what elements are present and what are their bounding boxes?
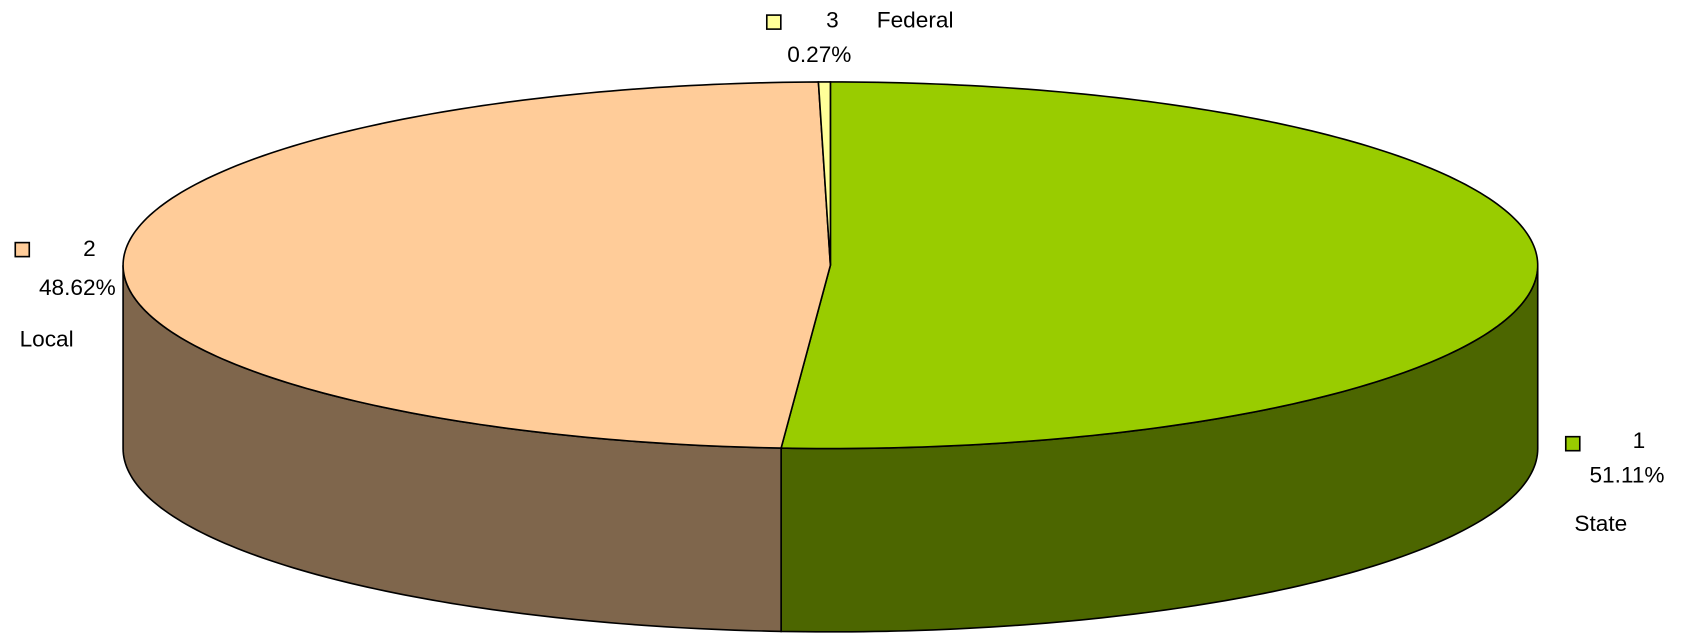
- legend-marker: [765, 14, 782, 30]
- category-label: Federal: [877, 8, 954, 33]
- slice-id: 2: [83, 236, 96, 261]
- category-label: Local: [20, 327, 74, 352]
- slice-id: 3: [826, 8, 839, 33]
- value-label: 0.27%: [787, 42, 851, 67]
- pie-slice: [817, 81, 832, 266]
- slice-id: 1: [1633, 428, 1646, 453]
- legend-marker: [14, 241, 31, 258]
- legend-marker: [1564, 435, 1581, 452]
- category-label: State: [1574, 511, 1627, 536]
- pie-slice: [122, 81, 832, 449]
- value-label: 48.62%: [39, 275, 116, 300]
- pie-slice: [780, 81, 1539, 450]
- value-label: 51.11%: [1589, 463, 1664, 488]
